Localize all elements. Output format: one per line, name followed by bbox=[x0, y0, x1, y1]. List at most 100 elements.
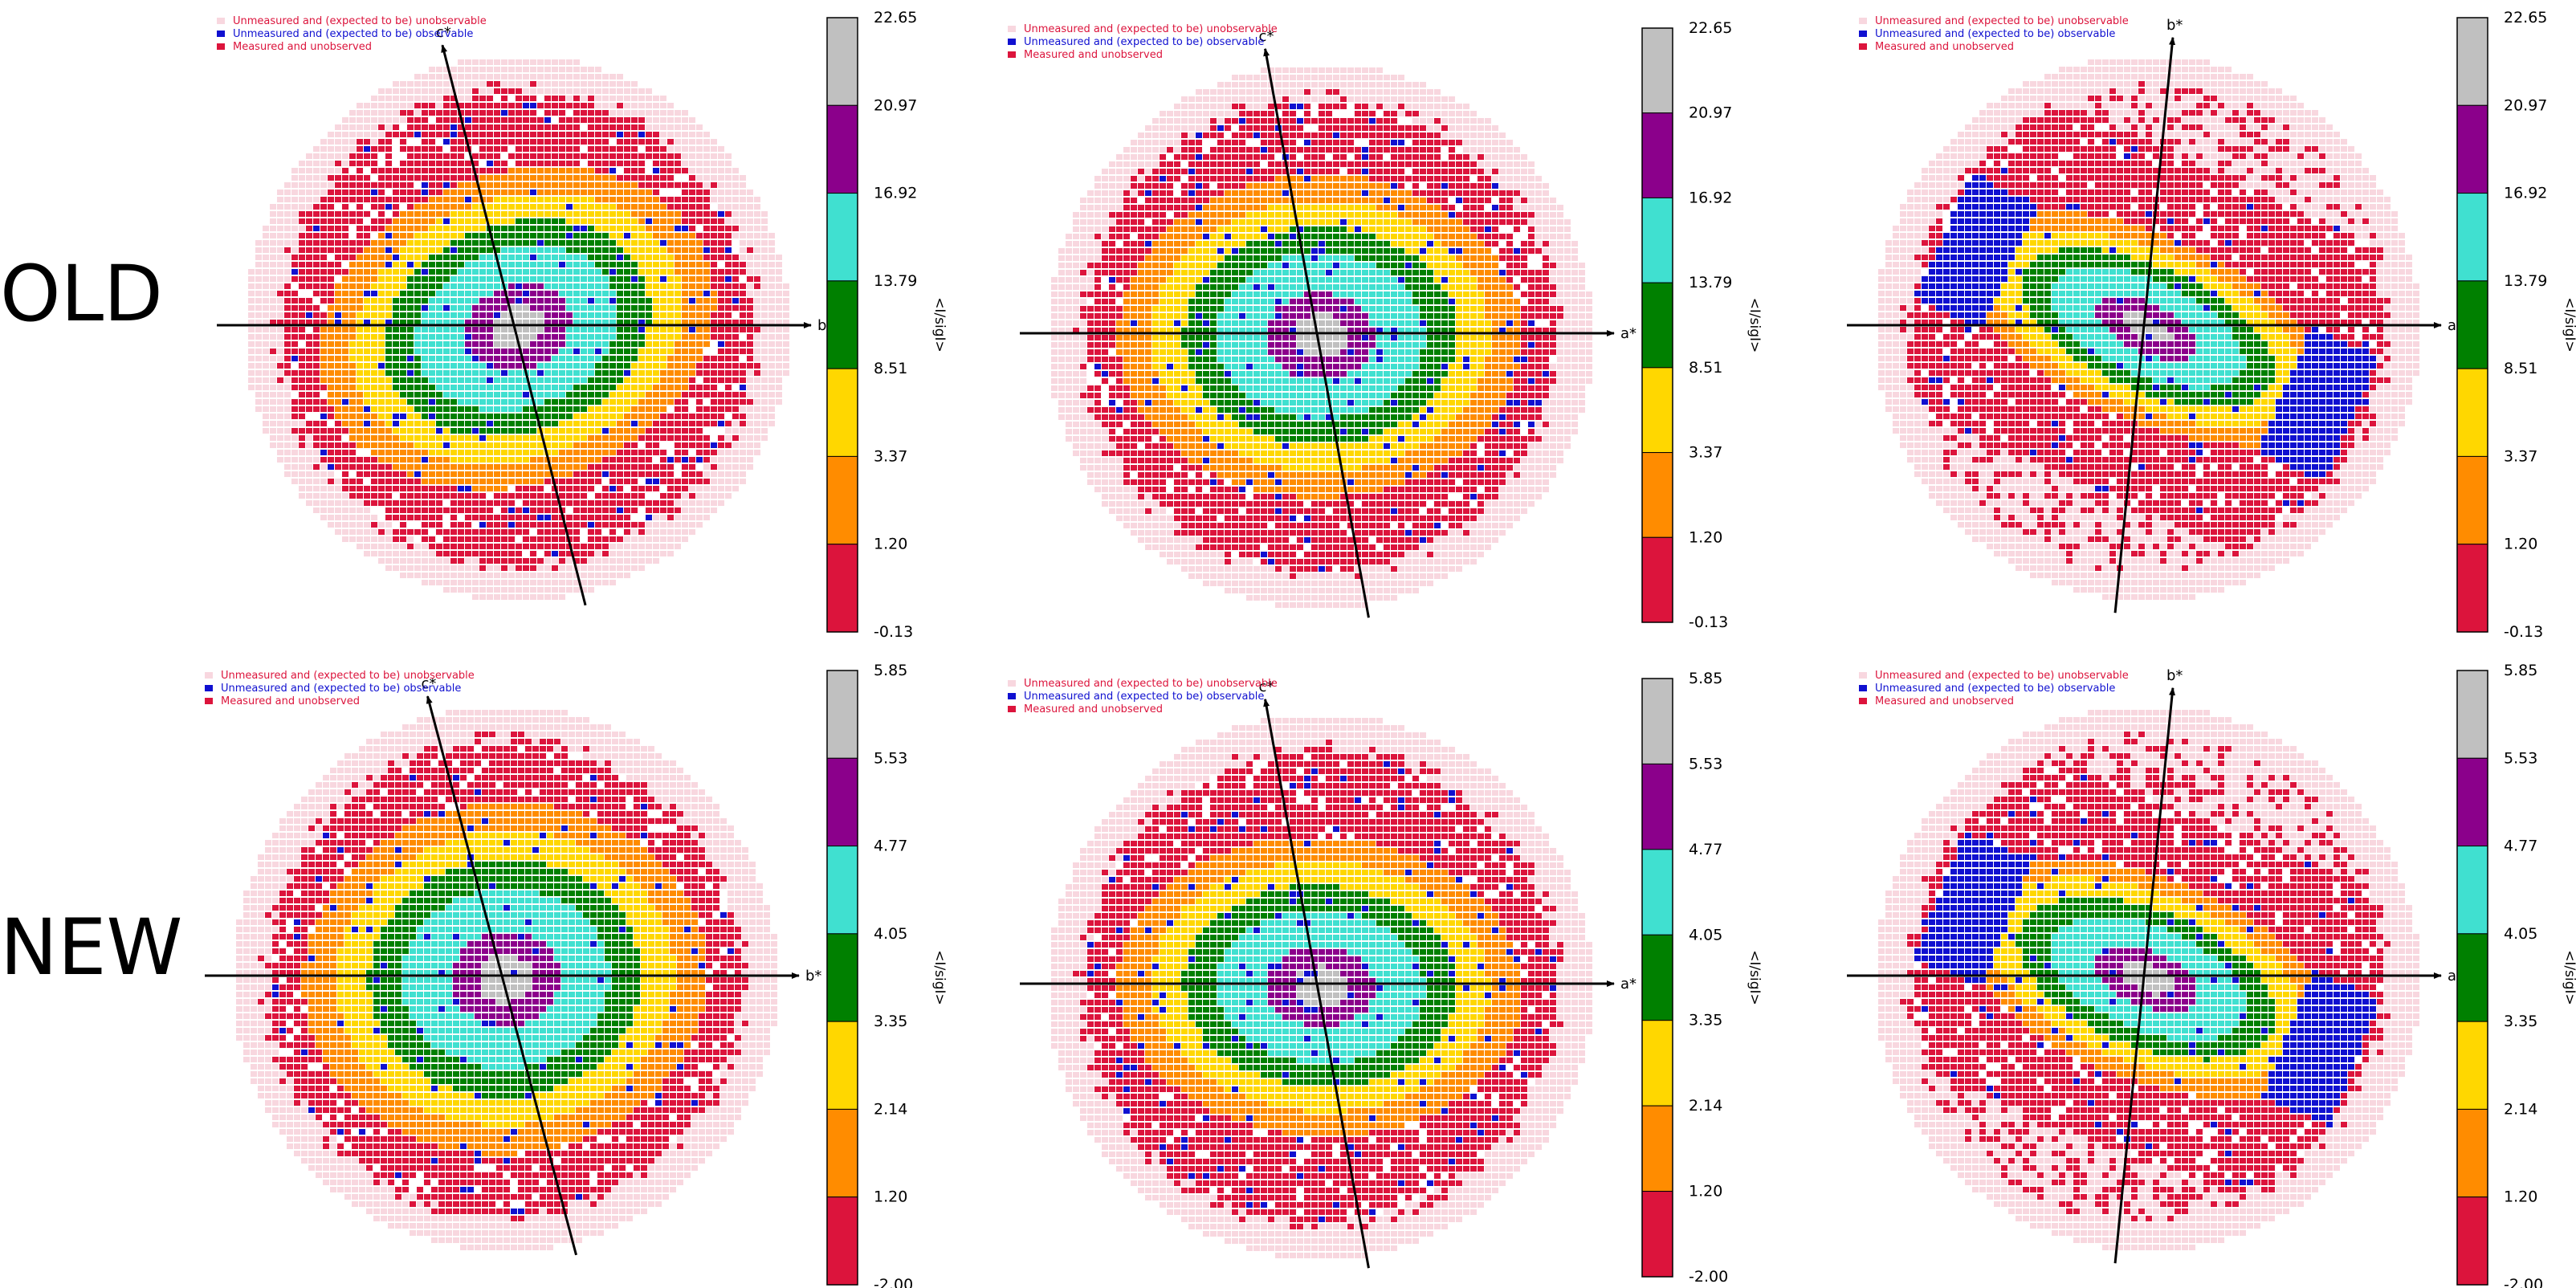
colorbar-bin bbox=[2456, 670, 2488, 759]
row-label-new: NEW bbox=[0, 909, 182, 986]
colorbar-tick-label: 3.35 bbox=[1689, 1012, 1722, 1029]
legend-entry: Measured and unobserved bbox=[1024, 703, 1163, 715]
colorbar-tick-label: 22.65 bbox=[2504, 9, 2547, 26]
slice-panel-5: a* c*Unmeasured and (expected to be) unob… bbox=[1008, 678, 1636, 1269]
legend-swatch bbox=[1859, 18, 1867, 24]
colorbar-bin bbox=[1641, 536, 1673, 623]
legend-swatch bbox=[217, 18, 225, 24]
colorbar-tick-label: 8.51 bbox=[2504, 360, 2537, 377]
colorbar-tick-label: 3.37 bbox=[1689, 444, 1722, 462]
legend: Unmeasured and (expected to be) unobserv… bbox=[205, 670, 475, 707]
colorbar-bin bbox=[1641, 849, 1673, 935]
legend-entry: Measured and unobserved bbox=[1875, 695, 2014, 707]
colorbar-tick-label: 4.05 bbox=[2504, 925, 2537, 943]
legend-entry: Unmeasured and (expected to be) observab… bbox=[1875, 28, 2115, 40]
colorbar-tick-label: 5.85 bbox=[874, 662, 907, 679]
legend: Unmeasured and (expected to be) unobserv… bbox=[1008, 678, 1278, 715]
legend-entry: Unmeasured and (expected to be) unobserv… bbox=[233, 15, 487, 27]
legend-entry: Unmeasured and (expected to be) unobserv… bbox=[221, 670, 475, 682]
colorbar-tick-label: 22.65 bbox=[1689, 19, 1732, 37]
colorbar-bin bbox=[1641, 452, 1673, 538]
colorbar-bin bbox=[2456, 17, 2488, 106]
colorbar-bin bbox=[826, 846, 858, 935]
legend-swatch bbox=[205, 685, 213, 691]
legend-entry: Unmeasured and (expected to be) unobserv… bbox=[1875, 15, 2129, 27]
colorbar-tick-label: 4.77 bbox=[2504, 838, 2537, 855]
h-axis-label: a* bbox=[1620, 325, 1636, 342]
colorbar-bin bbox=[826, 933, 858, 1022]
colorbar-tick-label: -2.00 bbox=[2504, 1276, 2543, 1288]
v-axis-label: b* bbox=[2166, 17, 2183, 34]
slice-panel-6: a*b*Unmeasured and (expected to be) unob… bbox=[1847, 667, 2464, 1264]
colorbar-bin bbox=[1641, 367, 1673, 454]
legend-entry: Measured and unobserved bbox=[233, 41, 372, 53]
legend-entry: Measured and unobserved bbox=[221, 695, 360, 707]
colorbar-tick-label: 3.35 bbox=[2504, 1013, 2537, 1030]
colorbar-bin bbox=[1641, 934, 1673, 1021]
colorbar-bin bbox=[2456, 1021, 2488, 1110]
colorbar-tick-label: 22.65 bbox=[874, 9, 917, 26]
colorbar-tick-label: 5.85 bbox=[1689, 670, 1722, 687]
legend: Unmeasured and (expected to be) unobserv… bbox=[1859, 670, 2129, 707]
colorbar-frame bbox=[1641, 678, 1673, 1278]
colorbar-tick-label: 5.53 bbox=[2504, 749, 2537, 767]
colorbar-tick-label: 20.97 bbox=[1689, 104, 1732, 122]
colorbar-tick-label: 13.79 bbox=[2504, 272, 2547, 290]
colorbar-bin bbox=[1641, 763, 1673, 850]
colorbar-bin bbox=[1641, 1105, 1673, 1192]
v-axis-arrow bbox=[1263, 47, 1370, 618]
colorbar-tick-label: 1.20 bbox=[2504, 1188, 2537, 1206]
legend: Unmeasured and (expected to be) unobserv… bbox=[1859, 15, 2129, 53]
legend-entry: Unmeasured and (expected to be) observab… bbox=[221, 683, 461, 695]
legend-swatch bbox=[1859, 672, 1867, 679]
legend-entry: Unmeasured and (expected to be) observab… bbox=[1024, 691, 1264, 703]
row-label-old: OLD bbox=[0, 255, 163, 332]
colorbar-bin bbox=[2456, 544, 2488, 633]
v-axis-label: c* bbox=[421, 675, 436, 692]
colorbar-3: 22.65 20.97 16.92 13.79 8.51 3.37 1.20 -0.13 <I/… bbox=[2456, 9, 2576, 641]
colorbar-tick-label: 13.79 bbox=[1689, 274, 1732, 291]
colorbar-tick-label: 1.20 bbox=[2504, 536, 2537, 553]
colorbar-bin bbox=[826, 368, 858, 457]
colorbar-tick-label: -0.13 bbox=[2504, 623, 2543, 641]
colorbar-5: 5.85 5.53 4.77 4.05 3.35 2.14 1.20 -2.00 <I/sigI… bbox=[1641, 670, 1763, 1286]
legend: Unmeasured and (expected to be) unobserv… bbox=[1008, 23, 1278, 61]
v-axis-label: c* bbox=[1259, 28, 1274, 45]
v-axis-arrow bbox=[2113, 687, 2176, 1264]
legend-swatch bbox=[1008, 26, 1016, 32]
v-axis-arrow bbox=[426, 695, 577, 1256]
colorbar-tick-label: 3.35 bbox=[874, 1013, 907, 1030]
colorbar-label: <I/sigI> bbox=[2562, 950, 2576, 1005]
colorbar-bin bbox=[2456, 1108, 2488, 1198]
h-axis-label: a* bbox=[1620, 976, 1636, 992]
colorbar-bin bbox=[826, 1196, 858, 1286]
colorbar-bin bbox=[1641, 1020, 1673, 1107]
colorbar-bin bbox=[2456, 368, 2488, 457]
colorbar-tick-label: 1.20 bbox=[1689, 1183, 1722, 1200]
colorbar-tick-label: 16.92 bbox=[874, 185, 917, 202]
colorbar-frame bbox=[826, 17, 858, 633]
legend-entry: Unmeasured and (expected to be) observab… bbox=[1024, 36, 1264, 48]
colorbar-tick-label: 8.51 bbox=[874, 360, 907, 377]
colorbar-tick-label: 20.97 bbox=[2504, 96, 2547, 114]
legend-entry: Unmeasured and (expected to be) unobserv… bbox=[1875, 670, 2129, 682]
v-axis-arrow bbox=[441, 44, 587, 606]
colorbar-tick-label: 4.05 bbox=[874, 925, 907, 943]
colorbar-tick-label: 4.05 bbox=[1689, 926, 1722, 944]
legend: Unmeasured and (expected to be) unobserv… bbox=[217, 15, 487, 53]
colorbar-frame bbox=[2456, 670, 2488, 1286]
colorbar-tick-label: 3.37 bbox=[874, 447, 907, 465]
colorbar-tick-label: 16.92 bbox=[1689, 189, 1732, 206]
legend-swatch bbox=[217, 43, 225, 50]
colorbar-tick-label: 4.77 bbox=[874, 838, 907, 855]
colorbar-tick-label: 3.37 bbox=[2504, 447, 2537, 465]
legend-entry: Unmeasured and (expected to be) unobserv… bbox=[1024, 678, 1278, 690]
colorbar-bin bbox=[1641, 197, 1673, 283]
legend-entry: Unmeasured and (expected to be) observab… bbox=[233, 28, 473, 40]
colorbar-tick-label: -0.13 bbox=[874, 623, 913, 641]
colorbar-bin bbox=[2456, 280, 2488, 369]
v-axis-arrow bbox=[1263, 698, 1370, 1269]
colorbar-tick-label: 1.20 bbox=[874, 1188, 907, 1206]
colorbar-label: <I/sigI> bbox=[931, 950, 948, 1005]
